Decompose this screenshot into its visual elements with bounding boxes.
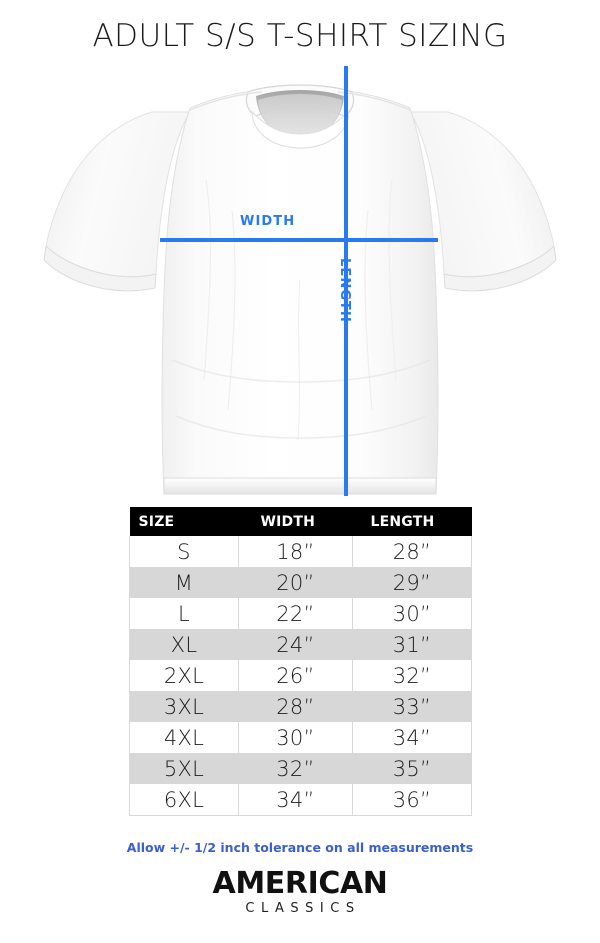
brand-logo: AMERICAN CLASSICS — [0, 868, 600, 918]
page-title: ADULT S/S T-SHIRT SIZING — [92, 18, 508, 54]
column-header-width: WIDTH — [238, 507, 353, 536]
cell-length: 31” — [352, 629, 472, 660]
cell-length: 29” — [352, 567, 472, 598]
cell-size: M — [129, 567, 239, 598]
cell-width: 18” — [238, 536, 353, 567]
table-header-row: SIZE WIDTH LENGTH — [129, 507, 472, 536]
column-header-length: LENGTH — [352, 507, 472, 536]
cell-length: 28” — [352, 536, 472, 567]
cell-width: 32” — [238, 753, 353, 784]
cell-size: S — [129, 536, 239, 567]
table-row: 3XL 28” 33” — [129, 691, 472, 722]
cell-size: 3XL — [129, 691, 239, 722]
cell-width: 34” — [238, 784, 353, 816]
cell-length: 33” — [352, 691, 472, 722]
cell-width: 24” — [238, 629, 353, 660]
cell-size: 2XL — [129, 660, 239, 691]
cell-length: 30” — [352, 598, 472, 629]
cell-length: 32” — [352, 660, 472, 691]
table-row: 5XL 32” 35” — [129, 753, 472, 784]
cell-size: 4XL — [129, 722, 239, 753]
cell-width: 22” — [238, 598, 353, 629]
cell-width: 28” — [238, 691, 353, 722]
cell-size: 5XL — [129, 753, 239, 784]
cell-size: 6XL — [129, 784, 239, 816]
cell-length: 35” — [352, 753, 472, 784]
table-row: M 20” 29” — [129, 567, 472, 598]
table-row: 2XL 26” 32” — [129, 660, 472, 691]
size-table-body: S 18” 28” M 20” 29” L 22” 30” XL 24” 31”… — [129, 536, 472, 816]
tolerance-note: Allow +/- 1/2 inch tolerance on all meas… — [126, 840, 474, 855]
cell-width: 20” — [238, 567, 353, 598]
table-row: L 22” 30” — [129, 598, 472, 629]
size-table: SIZE WIDTH LENGTH S 18” 28” M 20” 29” L … — [129, 507, 472, 816]
cell-length: 36” — [352, 784, 472, 816]
column-header-size: SIZE — [129, 507, 239, 536]
table-row: XL 24” 31” — [129, 629, 472, 660]
table-row: 6XL 34” 36” — [129, 784, 472, 816]
size-table-header: SIZE WIDTH LENGTH — [129, 507, 472, 536]
tshirt-illustration — [0, 60, 600, 500]
cell-length: 34” — [352, 722, 472, 753]
cell-size: L — [129, 598, 239, 629]
table-row: 4XL 30” 34” — [129, 722, 472, 753]
brand-name-primary: AMERICAN — [212, 866, 388, 901]
cell-width: 26” — [238, 660, 353, 691]
tshirt-graphic — [43, 84, 557, 495]
brand-name-secondary: CLASSICS — [245, 901, 361, 916]
cell-width: 30” — [238, 722, 353, 753]
cell-size: XL — [129, 629, 239, 660]
table-row: S 18” 28” — [129, 536, 472, 567]
